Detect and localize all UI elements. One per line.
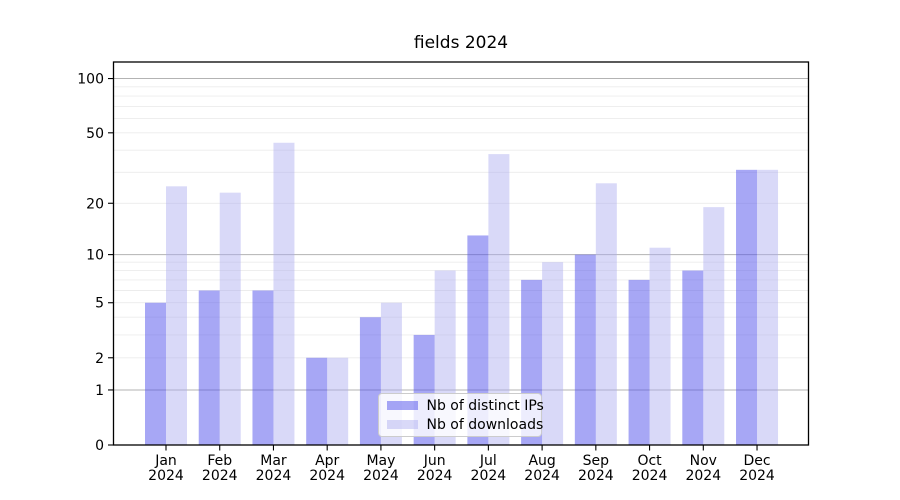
x-tick-label-year-feb-2024: 2024 bbox=[202, 468, 238, 484]
bar-nb-of-distinct-ips-nov-2024 bbox=[682, 270, 704, 445]
gridlines bbox=[113, 78, 809, 391]
bar-nb-of-distinct-ips-oct-2024 bbox=[628, 279, 650, 445]
legend: Nb of distinct IPs Nb of downloads bbox=[377, 393, 544, 437]
bar-nb-of-downloads-jul-2024 bbox=[488, 154, 510, 445]
x-tick-label-month-apr-2024: Apr bbox=[315, 453, 339, 469]
plot-frame bbox=[112, 61, 810, 446]
x-tick-label-month-jun-2024: Jun bbox=[423, 453, 446, 469]
legend-label-downloads: Nb of downloads bbox=[426, 416, 544, 433]
x-tick-label-year-mar-2024: 2024 bbox=[256, 468, 292, 484]
bar-nb-of-downloads-nov-2024 bbox=[703, 207, 725, 445]
bar-nb-of-distinct-ips-dec-2024 bbox=[736, 169, 758, 446]
bar-nb-of-distinct-ips-sep-2024 bbox=[574, 254, 596, 445]
x-tick-label-year-jul-2024: 2024 bbox=[471, 468, 507, 484]
bar-nb-of-downloads-sep-2024 bbox=[595, 183, 617, 445]
x-tick-label-year-nov-2024: 2024 bbox=[685, 468, 721, 484]
y-tick-label-2: 2 bbox=[95, 351, 104, 367]
legend-label-distinct-ips: Nb of distinct IPs bbox=[426, 397, 544, 414]
bar-nb-of-distinct-ips-jul-2024 bbox=[467, 235, 489, 445]
x-tick-label-year-jun-2024: 2024 bbox=[417, 468, 453, 484]
y-tick-label-5: 5 bbox=[95, 296, 104, 312]
y-tick-label-1: 1 bbox=[95, 383, 104, 399]
x-tick-label-year-aug-2024: 2024 bbox=[524, 468, 560, 484]
x-tick-label-year-oct-2024: 2024 bbox=[632, 468, 668, 484]
bar-nb-of-downloads-mar-2024 bbox=[273, 142, 295, 446]
legend-swatch-distinct-ips bbox=[386, 401, 418, 410]
x-tick-label-month-may-2024: May bbox=[366, 453, 395, 469]
x-tick-label-year-jan-2024: 2024 bbox=[148, 468, 184, 484]
legend-swatch-downloads bbox=[386, 420, 418, 429]
x-axis: Jan2024Feb2024Mar2024Apr2024May2024Jun20… bbox=[148, 445, 775, 484]
y-tick-label-0: 0 bbox=[95, 438, 104, 454]
chart-title: fields 2024 bbox=[413, 33, 509, 53]
x-tick-label-year-sep-2024: 2024 bbox=[578, 468, 614, 484]
x-tick-label-month-nov-2024: Nov bbox=[690, 453, 717, 469]
x-tick-label-month-jan-2024: Jan bbox=[154, 453, 177, 469]
x-tick-label-year-dec-2024: 2024 bbox=[739, 468, 775, 484]
x-tick-label-year-apr-2024: 2024 bbox=[309, 468, 345, 484]
bar-nb-of-downloads-apr-2024 bbox=[327, 357, 349, 445]
y-tick-label-100: 100 bbox=[77, 72, 104, 88]
bar-nb-of-downloads-aug-2024 bbox=[542, 262, 564, 445]
x-tick-label-month-sep-2024: Sep bbox=[583, 453, 610, 469]
bar-nb-of-downloads-feb-2024 bbox=[219, 192, 241, 445]
bar-nb-of-downloads-jan-2024 bbox=[166, 186, 187, 445]
legend-item-distinct-ips: Nb of distinct IPs bbox=[386, 399, 544, 413]
bar-nb-of-downloads-oct-2024 bbox=[649, 247, 671, 445]
x-tick-label-month-oct-2024: Oct bbox=[637, 453, 662, 469]
x-tick-label-month-jul-2024: Jul bbox=[479, 453, 497, 469]
y-tick-label-20: 20 bbox=[86, 196, 104, 212]
y-tick-label-10: 10 bbox=[86, 248, 104, 264]
x-tick-label-month-aug-2024: Aug bbox=[528, 453, 555, 469]
y-axis: 0 1 2 5 10 20 50 100 bbox=[77, 72, 114, 454]
x-tick-label-year-may-2024: 2024 bbox=[363, 468, 399, 484]
legend-item-downloads: Nb of downloads bbox=[386, 418, 543, 432]
x-tick-label-month-dec-2024: Dec bbox=[743, 453, 770, 469]
bar-nb-of-distinct-ips-jan-2024 bbox=[145, 302, 166, 445]
bar-nb-of-distinct-ips-mar-2024 bbox=[252, 290, 274, 445]
bar-nb-of-distinct-ips-may-2024 bbox=[359, 317, 381, 445]
y-tick-label-50: 50 bbox=[86, 126, 104, 142]
x-tick-label-month-feb-2024: Feb bbox=[207, 453, 232, 469]
x-tick-label-month-mar-2024: Mar bbox=[260, 453, 287, 469]
bar-nb-of-downloads-dec-2024 bbox=[757, 169, 779, 446]
bar-nb-of-distinct-ips-feb-2024 bbox=[198, 290, 220, 445]
bar-nb-of-distinct-ips-apr-2024 bbox=[306, 357, 328, 445]
